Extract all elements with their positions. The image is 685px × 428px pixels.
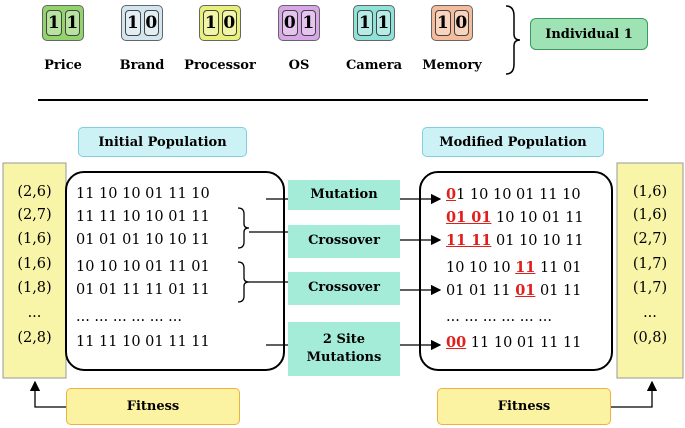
fitness-value: (2,7) xyxy=(17,207,52,223)
gene-bit: 1 xyxy=(46,10,62,36)
gene-bit: 0 xyxy=(143,10,159,36)
gene-label: Memory xyxy=(422,58,482,73)
gene-label: Brand xyxy=(119,58,165,73)
gene-bit: 0 xyxy=(282,10,298,36)
title-box: Initial Population xyxy=(78,127,247,157)
operation-box: 2 Site Mutations xyxy=(288,322,400,376)
genes: 10 10 01 11 xyxy=(491,210,584,226)
population-row: 00 11 10 01 11 11 xyxy=(446,334,582,351)
population-row: 11 10 10 01 11 10 xyxy=(76,186,210,202)
population-row: 10 10 10 11 11 01 xyxy=(446,259,582,276)
gene-bit: 0 xyxy=(453,10,469,36)
individual-box: Individual 1 xyxy=(530,18,648,50)
fitness-value: (2,6) xyxy=(17,184,52,200)
population-row: 11 11 10 10 01 11 xyxy=(76,209,210,225)
fitness-value: (2,8) xyxy=(17,330,52,346)
gene-label: Processor xyxy=(184,58,256,73)
fitness-value: (1,7) xyxy=(632,280,668,296)
population-row: 10 10 10 01 11 01 xyxy=(76,259,210,275)
population-row: ... ... ... ... ... ... xyxy=(446,309,552,325)
fitness-value: (1,7) xyxy=(632,256,668,272)
fitness-value: (1,6) xyxy=(632,184,668,200)
population-row: 01 10 10 01 11 10 xyxy=(446,186,581,203)
gene-bit: 1 xyxy=(64,10,80,36)
changed-genes: 11 xyxy=(515,259,536,276)
gene-bit: 0 xyxy=(221,10,237,36)
gene-bit: 1 xyxy=(375,10,391,36)
population-row: 01 01 10 10 01 11 xyxy=(446,209,584,226)
fitness-box: Fitness xyxy=(66,388,240,425)
operation-box: Crossover xyxy=(288,272,400,305)
title-box: Modified Population xyxy=(422,127,604,157)
genes: 11 01 xyxy=(535,260,582,276)
population-row: 01 01 11 11 01 11 xyxy=(76,282,210,298)
population-row: 01 01 11 01 01 11 xyxy=(446,282,582,299)
genes: 11 10 01 11 11 xyxy=(466,335,582,351)
fitness-value: (1,6) xyxy=(17,231,52,247)
fitness-value: (2,7) xyxy=(632,231,668,247)
fitness-box: Fitness xyxy=(437,388,611,425)
population-row: 11 11 10 01 11 11 xyxy=(76,334,210,350)
population-row: 01 01 01 10 10 11 xyxy=(76,232,210,248)
gene-bit: 1 xyxy=(300,10,316,36)
population-row: ... ... ... ... ... ... xyxy=(76,309,183,325)
gene-bit: 1 xyxy=(125,10,141,36)
gene-bit: 1 xyxy=(435,10,451,36)
gene-bit: 1 xyxy=(203,10,219,36)
operation-box: Crossover xyxy=(288,225,400,258)
fitness-value: ... xyxy=(643,305,657,321)
population-row: 11 11 01 10 10 11 xyxy=(446,232,584,249)
fitness-value: (1,6) xyxy=(17,256,52,272)
genes: 1 10 10 01 11 10 xyxy=(456,187,581,203)
gene-label: Camera xyxy=(345,58,403,73)
fitness-value: (0,8) xyxy=(632,330,668,346)
genes: 01 01 11 xyxy=(446,283,516,299)
genes: 01 11 xyxy=(535,283,582,299)
genes: ... ... ... ... ... ... xyxy=(446,309,553,325)
genes: 10 10 10 xyxy=(446,260,516,276)
gene-bit: 1 xyxy=(357,10,373,36)
fitness-value: ... xyxy=(27,305,42,321)
gene-label: OS xyxy=(288,58,310,73)
changed-genes: 01 xyxy=(515,282,536,299)
gene-label: Price xyxy=(44,58,82,73)
changed-genes: 00 xyxy=(446,334,467,351)
changed-genes: 01 01 xyxy=(446,209,492,226)
genes: 01 10 10 11 xyxy=(491,233,584,249)
changed-genes: 0 xyxy=(446,186,457,203)
fitness-value: (1,8) xyxy=(17,280,52,296)
changed-genes: 11 11 xyxy=(446,232,492,249)
operation-box: Mutation xyxy=(288,180,400,210)
fitness-value: (1,6) xyxy=(632,207,668,223)
